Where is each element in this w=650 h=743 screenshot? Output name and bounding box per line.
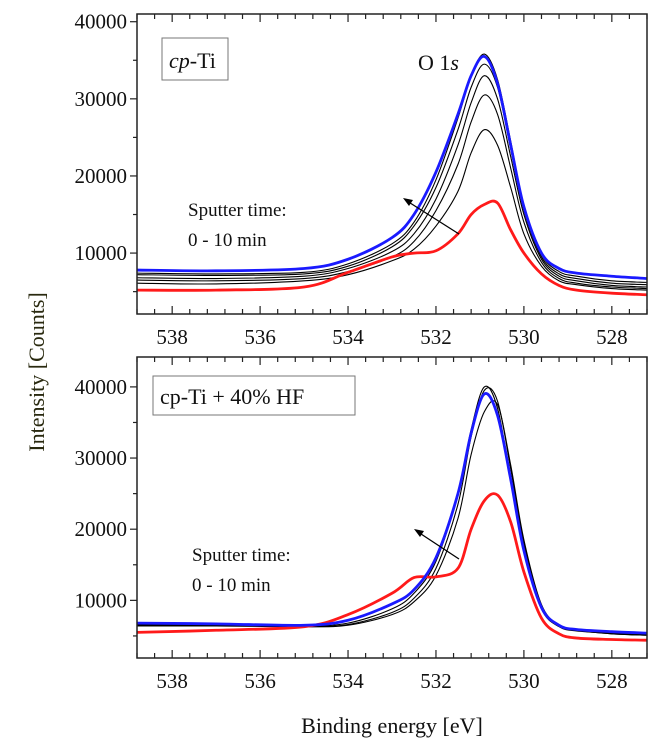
x-tick-label: 536 (244, 325, 276, 349)
sputter-label-line1: Sputter time: (192, 545, 291, 566)
sputter-arrow (414, 529, 460, 560)
series-line-blue (137, 392, 647, 635)
series-group (137, 385, 647, 642)
series-line-black (137, 400, 647, 636)
sputter-label-line1: Sputter time: (188, 200, 287, 221)
series-line-red (137, 199, 647, 297)
x-tick-label: 538 (156, 669, 188, 693)
x-tick-label: 532 (420, 669, 452, 693)
y-tick-label: 20000 (75, 164, 128, 188)
panel-cp-ti-hf: 538 536 534 532 530 528 10000 20000 30000 40000 (75, 356, 648, 693)
sputter-arrow (403, 198, 460, 235)
panel-label-cp-ti: cp-Ti (169, 48, 216, 73)
x-tick-label: 534 (332, 325, 364, 349)
panel-label-box (152, 375, 356, 416)
series-line-black (137, 63, 647, 286)
x-tick-label: 528 (596, 669, 628, 693)
y-tick-label: 40000 (75, 10, 128, 34)
x-tick-label: 534 (332, 669, 364, 693)
series-line-red (137, 492, 647, 642)
y-axis-label: Intensity [Counts] (24, 292, 49, 452)
x-tick-label: 538 (156, 325, 188, 349)
y-tick-label: 30000 (75, 87, 128, 111)
series-group (137, 53, 647, 297)
series-line-black (137, 75, 647, 288)
y-tick-label: 30000 (75, 446, 128, 470)
x-tick-label: 528 (596, 325, 628, 349)
x-tick-label: 536 (244, 669, 276, 693)
series-line-black (137, 385, 647, 636)
x-tick-label: 530 (508, 669, 540, 693)
series-line-blue (137, 55, 647, 280)
panel-label-cp-ti-hf: cp-Ti + 40% HF (160, 384, 304, 409)
plot-frame (136, 356, 648, 659)
series-line-black (137, 387, 647, 636)
x-axis-label: Binding energy [eV] (301, 713, 483, 738)
series-line-black (137, 94, 647, 290)
y-tick-label: 40000 (75, 375, 128, 399)
panel-cp-ti: 538 536 534 532 530 528 10000 20000 30000 40000 (75, 10, 648, 349)
sputter-label-line2: 0 - 10 min (192, 575, 271, 596)
x-tick-label: 530 (508, 325, 540, 349)
y-tick-label: 10000 (75, 241, 128, 265)
x-tick-label: 532 (420, 325, 452, 349)
sputter-label-line2: 0 - 10 min (188, 230, 267, 251)
panel-label-box (161, 37, 229, 81)
y-tick-label: 10000 (75, 588, 128, 612)
peak-label: O 1s (418, 50, 459, 75)
y-tick-label: 20000 (75, 517, 128, 541)
plot-frame (136, 13, 648, 315)
